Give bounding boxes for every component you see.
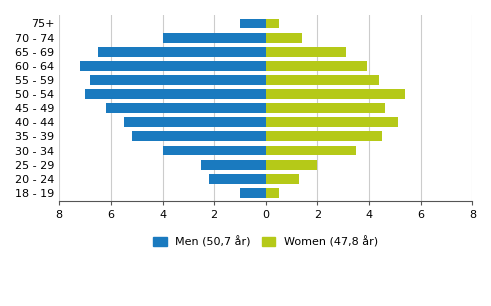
Bar xyxy=(201,160,266,170)
Bar xyxy=(266,47,346,57)
Bar xyxy=(266,33,302,43)
Bar xyxy=(98,47,266,57)
Bar xyxy=(266,19,279,28)
Bar xyxy=(124,118,266,127)
Legend: Men (50,7 år), Women (47,8 år): Men (50,7 år), Women (47,8 år) xyxy=(149,231,383,252)
Bar xyxy=(266,61,367,71)
Bar xyxy=(209,174,266,184)
Bar xyxy=(266,146,356,155)
Bar xyxy=(266,89,405,99)
Bar xyxy=(80,61,266,71)
Bar xyxy=(266,188,279,198)
Bar xyxy=(240,188,266,198)
Bar xyxy=(106,103,266,113)
Bar xyxy=(266,103,384,113)
Bar xyxy=(266,118,398,127)
Bar xyxy=(132,132,266,141)
Bar xyxy=(266,174,300,184)
Bar xyxy=(163,33,266,43)
Bar xyxy=(266,75,380,85)
Bar xyxy=(163,146,266,155)
Bar xyxy=(90,75,266,85)
Bar xyxy=(266,132,382,141)
Bar xyxy=(85,89,266,99)
Bar xyxy=(240,19,266,28)
Bar xyxy=(266,160,318,170)
